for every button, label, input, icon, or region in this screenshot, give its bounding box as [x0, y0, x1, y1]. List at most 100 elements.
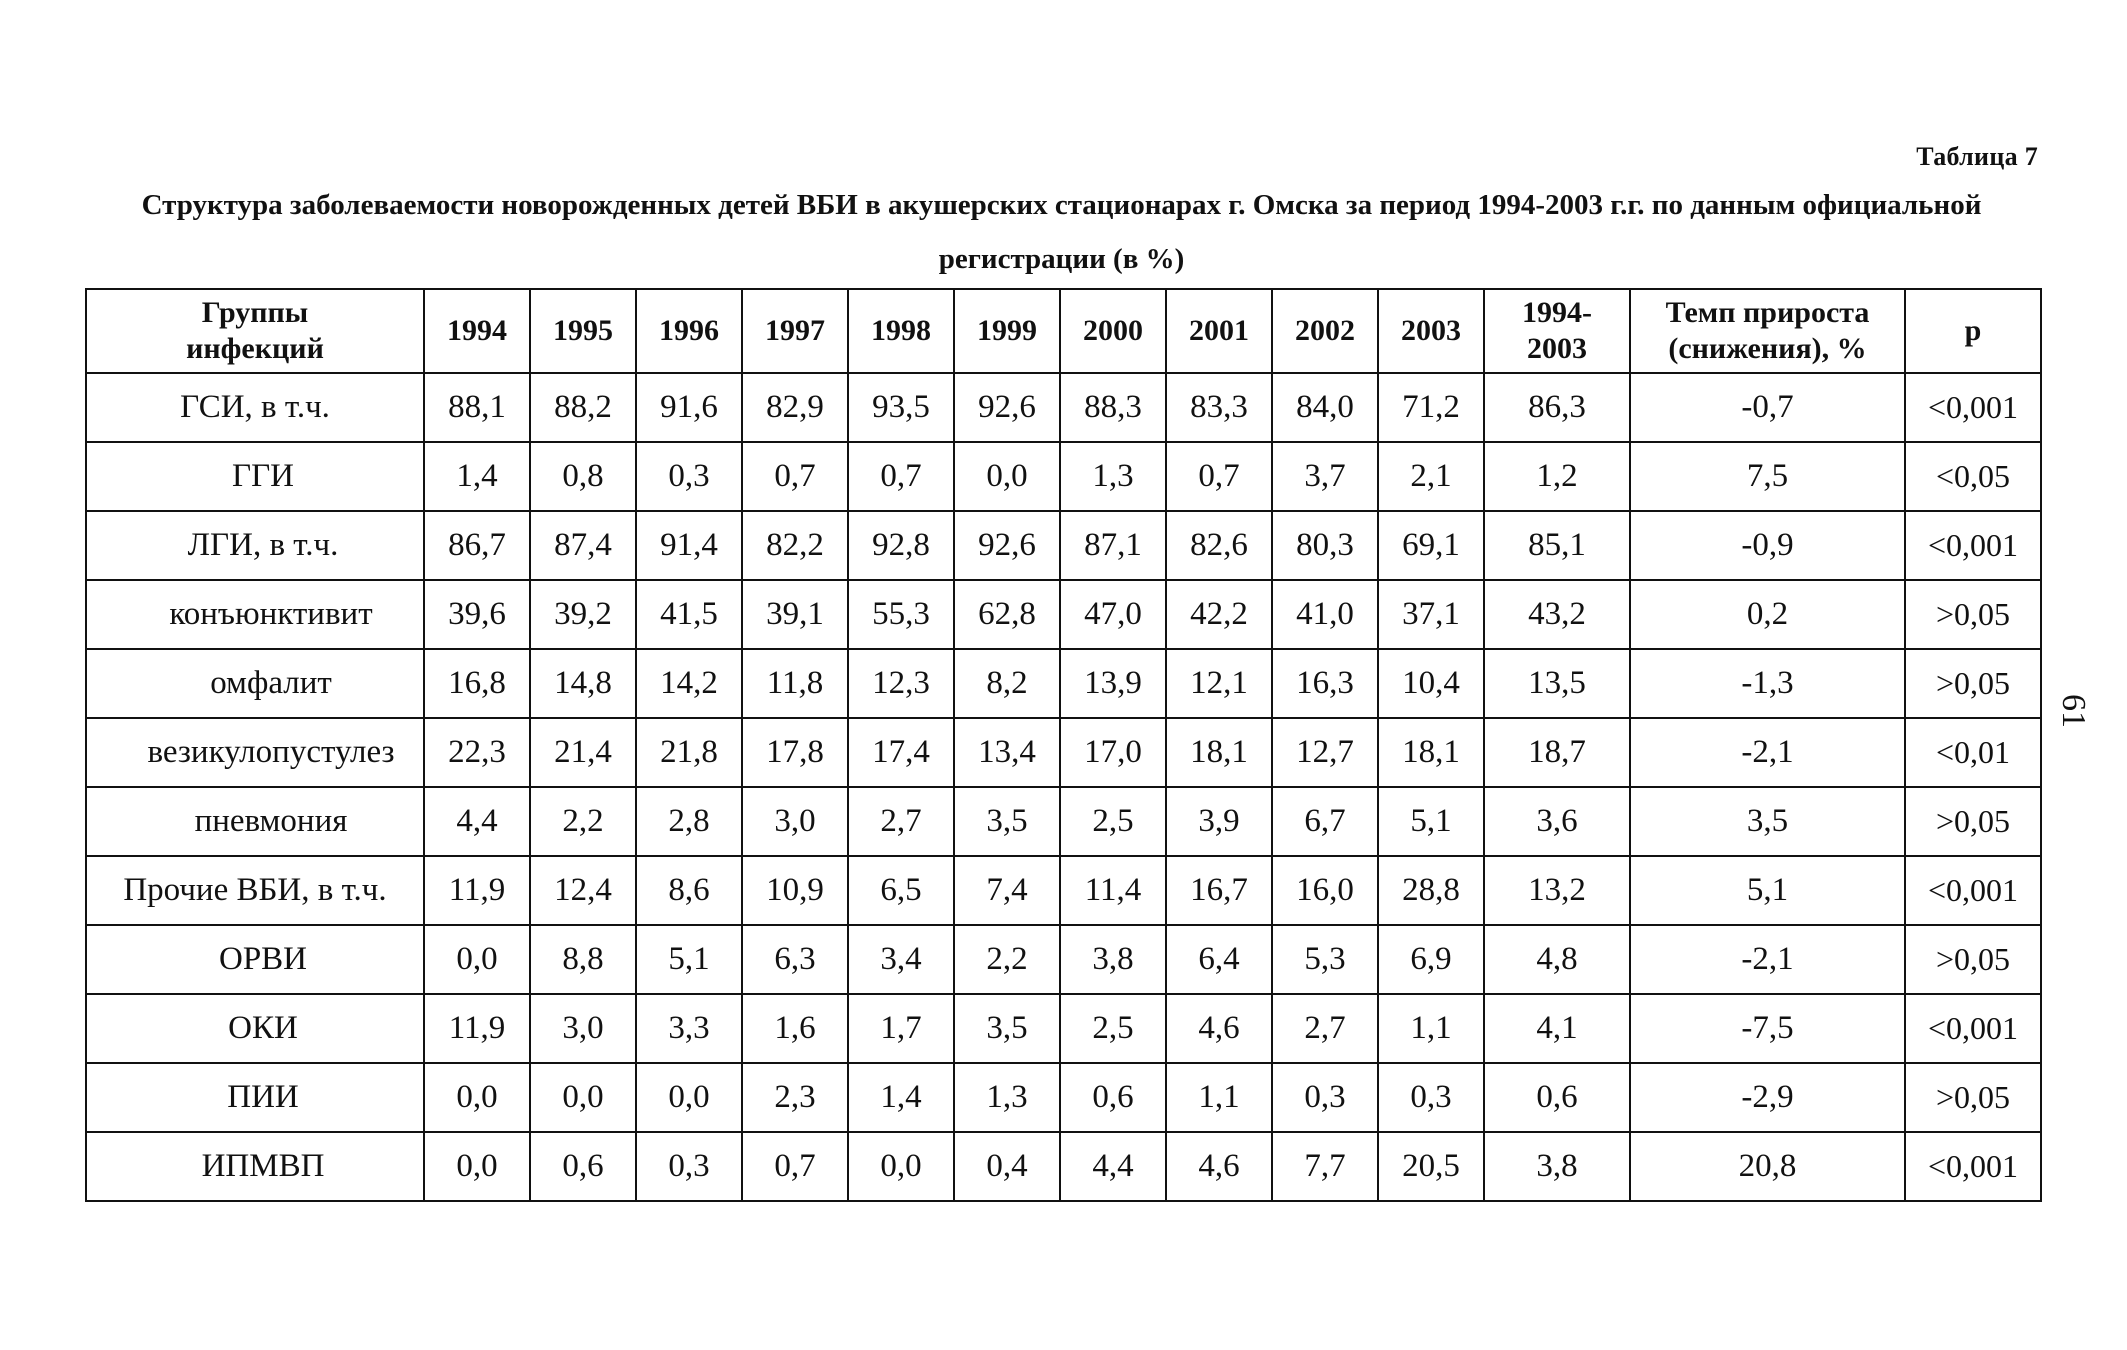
table-body: ГСИ, в т.ч. 88,1 88,2 91,6 82,9 93,5 92,6 88,3 8…: [85, 372, 2042, 1202]
year-value-cell: 87,1: [1059, 510, 1167, 581]
row-label: ОРВИ: [85, 924, 425, 995]
year-value-cell: 3,3: [635, 993, 743, 1064]
page-number: 61: [2055, 694, 2092, 728]
year-value-cell: 0,0: [847, 1131, 955, 1202]
year-value-cell: 71,2: [1377, 372, 1485, 443]
year-value-cell: 12,7: [1271, 717, 1379, 788]
header-group: Группы инфекций: [85, 288, 425, 374]
year-value-cell: 0,7: [741, 441, 849, 512]
year-value-cell: 4,4: [1059, 1131, 1167, 1202]
p-value-cell: <0,001: [1904, 855, 2042, 926]
year-value-cell: 6,9: [1377, 924, 1485, 995]
header-year: 1999: [953, 288, 1061, 374]
year-value-cell: 1,7: [847, 993, 955, 1064]
year-value-cell: 2,7: [847, 786, 955, 857]
year-value-cell: 62,8: [953, 579, 1061, 650]
header-year: 1995: [529, 288, 637, 374]
header-year: 2003: [1377, 288, 1485, 374]
year-value-cell: 0,0: [423, 1131, 531, 1202]
p-value-cell: >0,05: [1904, 1062, 2042, 1133]
year-value-cell: 1,4: [423, 441, 531, 512]
year-value-cell: 13,4: [953, 717, 1061, 788]
year-value-cell: 92,6: [953, 510, 1061, 581]
year-value-cell: 6,4: [1165, 924, 1273, 995]
year-value-cell: 88,3: [1059, 372, 1167, 443]
total-value-cell: 4,8: [1483, 924, 1631, 995]
year-value-cell: 8,2: [953, 648, 1061, 719]
header-total: 1994- 2003: [1483, 288, 1631, 374]
year-value-cell: 1,3: [953, 1062, 1061, 1133]
table-title: Структура заболеваемости новорожденных д…: [141, 189, 1982, 275]
year-value-cell: 21,8: [635, 717, 743, 788]
year-value-cell: 83,3: [1165, 372, 1273, 443]
total-value-cell: 86,3: [1483, 372, 1631, 443]
year-value-cell: 6,3: [741, 924, 849, 995]
year-value-cell: 47,0: [1059, 579, 1167, 650]
year-value-cell: 92,6: [953, 372, 1061, 443]
row-label: везикулопустулез: [85, 717, 425, 788]
row-label: ПИИ: [85, 1062, 425, 1133]
header-year: 1994: [423, 288, 531, 374]
year-value-cell: 4,4: [423, 786, 531, 857]
year-value-cell: 16,7: [1165, 855, 1273, 926]
p-value-cell: >0,05: [1904, 648, 2042, 719]
p-value-cell: <0,05: [1904, 441, 2042, 512]
year-value-cell: 91,6: [635, 372, 743, 443]
year-value-cell: 17,8: [741, 717, 849, 788]
year-value-cell: 10,9: [741, 855, 849, 926]
year-value-cell: 1,6: [741, 993, 849, 1064]
row-label: Прочие ВБИ, в т.ч.: [85, 855, 425, 926]
p-value-cell: <0,001: [1904, 1131, 2042, 1202]
year-value-cell: 20,5: [1377, 1131, 1485, 1202]
year-value-cell: 3,5: [953, 993, 1061, 1064]
year-value-cell: 0,0: [423, 924, 531, 995]
year-value-cell: 39,1: [741, 579, 849, 650]
total-value-cell: 3,6: [1483, 786, 1631, 857]
year-value-cell: 82,9: [741, 372, 849, 443]
row-label: пневмония: [85, 786, 425, 857]
year-value-cell: 3,4: [847, 924, 955, 995]
year-value-cell: 3,7: [1271, 441, 1379, 512]
rate-value-cell: -0,9: [1629, 510, 1906, 581]
year-value-cell: 3,8: [1059, 924, 1167, 995]
year-value-cell: 2,2: [953, 924, 1061, 995]
year-value-cell: 11,4: [1059, 855, 1167, 926]
row-label: ОКИ: [85, 993, 425, 1064]
total-value-cell: 13,5: [1483, 648, 1631, 719]
rate-value-cell: -7,5: [1629, 993, 1906, 1064]
year-value-cell: 2,7: [1271, 993, 1379, 1064]
header-year: 1996: [635, 288, 743, 374]
year-value-cell: 2,5: [1059, 786, 1167, 857]
year-value-cell: 37,1: [1377, 579, 1485, 650]
total-value-cell: 18,7: [1483, 717, 1631, 788]
year-value-cell: 41,0: [1271, 579, 1379, 650]
year-value-cell: 2,3: [741, 1062, 849, 1133]
year-value-cell: 1,3: [1059, 441, 1167, 512]
row-label: омфалит: [85, 648, 425, 719]
header-rate: Темп прироста (снижения), %: [1629, 288, 1906, 374]
year-value-cell: 14,8: [529, 648, 637, 719]
rate-value-cell: -1,3: [1629, 648, 1906, 719]
year-value-cell: 0,0: [423, 1062, 531, 1133]
table-label: Таблица 7: [1916, 142, 2038, 171]
rate-value-cell: -0,7: [1629, 372, 1906, 443]
rate-value-cell: 7,5: [1629, 441, 1906, 512]
year-value-cell: 8,8: [529, 924, 637, 995]
year-value-cell: 2,1: [1377, 441, 1485, 512]
year-value-cell: 0,7: [741, 1131, 849, 1202]
year-value-cell: 4,6: [1165, 1131, 1273, 1202]
p-value-cell: <0,001: [1904, 372, 2042, 443]
year-value-cell: 87,4: [529, 510, 637, 581]
year-value-cell: 69,1: [1377, 510, 1485, 581]
year-value-cell: 3,0: [741, 786, 849, 857]
table-row: пневмония 4,4 2,2 2,8 3,0 2,7 3,5 2,5 3,9 6,7 5,1 3…: [85, 786, 2042, 857]
table-row: ЛГИ, в т.ч. 86,7 87,4 91,4 82,2 92,8 92,6 87,1 8…: [85, 510, 2042, 581]
table-row: Прочие ВБИ, в т.ч. 11,9 12,4 8,6 10,9 6,5 7,4 1…: [85, 855, 2042, 926]
year-value-cell: 39,2: [529, 579, 637, 650]
year-value-cell: 11,9: [423, 855, 531, 926]
rate-value-cell: 5,1: [1629, 855, 1906, 926]
header-year: 1998: [847, 288, 955, 374]
year-value-cell: 12,4: [529, 855, 637, 926]
table-row: ПИИ 0,0 0,0 0,0 2,3 1,4 1,3 0,6 1,1 0,3 0,3 0,6 -2,9…: [85, 1062, 2042, 1133]
year-value-cell: 1,1: [1165, 1062, 1273, 1133]
